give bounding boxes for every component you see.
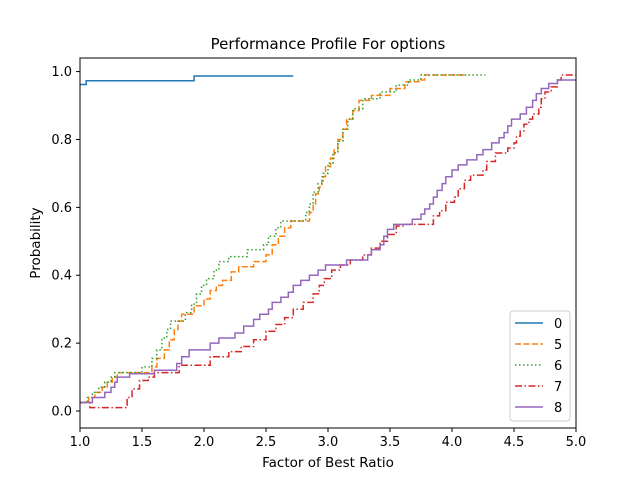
series-line-0 (80, 75, 294, 86)
y-axis-label: Probability (28, 207, 44, 278)
y-tick-label: 0.8 (51, 133, 72, 148)
series-line-6 (80, 74, 486, 404)
y-tick-label: 0.0 (51, 405, 72, 420)
x-tick-label: 1.5 (132, 435, 153, 450)
x-tick-label: 2.5 (256, 435, 277, 450)
x-axis-ticks: 1.0 1.5 2.0 2.5 3.0 3.5 4.0 4.5 5.0 (70, 428, 587, 450)
plot-frame (79, 57, 577, 429)
x-tick-label: 5.0 (566, 435, 587, 450)
x-tick-label: 4.0 (442, 435, 463, 450)
x-axis-label: Factor of Best Ratio (262, 455, 394, 471)
chart-title: Performance Profile For options (211, 35, 446, 53)
series-lines (80, 74, 576, 409)
y-axis-ticks: 0.0 0.2 0.4 0.6 0.8 1.0 (51, 65, 80, 420)
legend: 0 5 6 7 8 (509, 310, 571, 422)
x-tick-label: 4.5 (504, 435, 525, 450)
legend-label-5: 5 (554, 338, 562, 353)
x-tick-label: 3.0 (318, 435, 339, 450)
legend-label-0: 0 (554, 317, 562, 332)
legend-label-7: 7 (554, 380, 562, 395)
legend-label-6: 6 (554, 359, 562, 374)
legend-label-8: 8 (554, 401, 562, 416)
series-line-8 (80, 79, 576, 404)
x-tick-label: 1.0 (70, 435, 91, 450)
x-tick-label: 2.0 (194, 435, 215, 450)
x-tick-label: 3.5 (380, 435, 401, 450)
y-tick-label: 0.4 (51, 269, 72, 284)
y-tick-label: 1.0 (51, 65, 72, 80)
y-tick-label: 0.6 (51, 201, 72, 216)
legend-frame (509, 310, 571, 422)
series-line-5 (80, 74, 467, 404)
y-tick-label: 0.2 (51, 337, 72, 352)
